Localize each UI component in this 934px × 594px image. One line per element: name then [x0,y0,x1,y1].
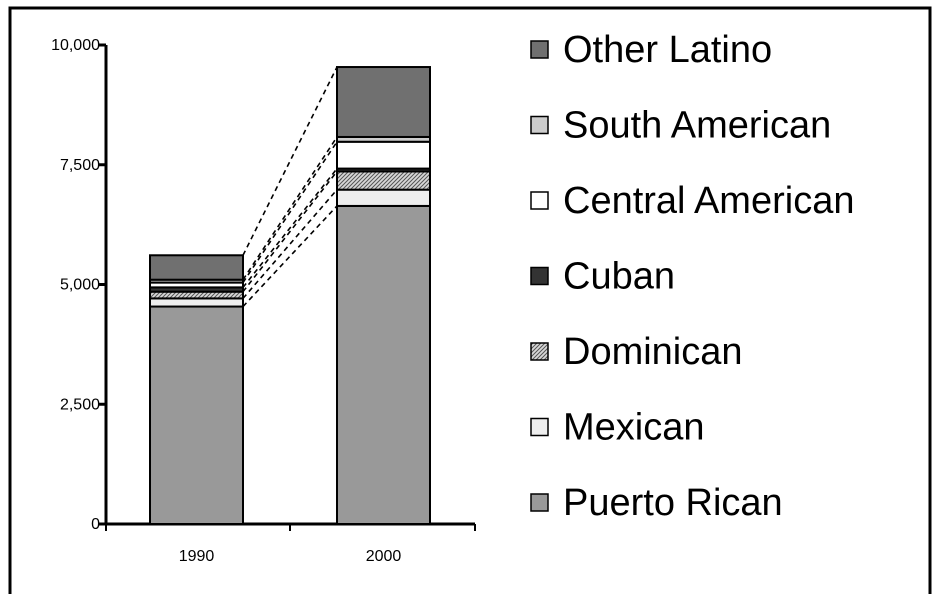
bar-segment-puerto-rican-1990 [149,305,244,525]
series-connectors [242,66,338,308]
legend: Other Latino South American Central Americ… [530,29,854,524]
legend-swatch [530,191,549,210]
y-axis: 0 2,500 5,000 7,500 10,000 [51,37,108,533]
legend-item-cuban: Cuban [530,256,675,298]
connector-line [242,168,338,288]
bar-segment-dominican-2000 [336,170,431,191]
legend-swatch [530,342,549,361]
legend-item-mexican: Mexican [530,407,705,449]
connector-line [242,136,338,281]
bar-segment-dominican-1990 [149,290,244,300]
y-tick-label: 2,500 [60,396,100,413]
bar-segment-other-latino-1990 [149,254,244,281]
legend-item-dominican: Dominican [530,331,743,373]
bars [149,66,431,525]
x-tick-label: 2000 [366,548,402,565]
bar-segment-mexican-1990 [149,297,244,308]
legend-label: Other Latino [563,29,772,71]
legend-swatch [530,40,549,59]
connector-line [242,66,338,256]
y-tick-label: 0 [91,516,100,533]
connector-line [242,141,338,284]
chart-border [8,6,932,594]
legend-label: Cuban [563,256,675,298]
legend-swatch [530,493,549,512]
connector-line [242,205,338,308]
legend-label: Central American [563,180,854,222]
legend-label: Dominican [563,331,743,373]
y-tick-label: 7,500 [60,157,100,174]
bar-segment-other-latino-2000 [336,66,431,138]
legend-swatch [530,417,549,437]
legend-label: Puerto Rican [563,482,783,524]
legend-item-south-american: South American [530,105,831,147]
legend-label: Mexican [563,407,705,449]
legend-label: South American [563,105,831,147]
legend-swatch [530,115,549,135]
legend-swatch [530,266,549,286]
legend-item-puerto-rican: Puerto Rican [530,482,783,524]
bar-segment-puerto-rican-2000 [336,204,431,525]
bar-segment-central-american-2000 [336,140,431,170]
legend-item-central-american: Central American [530,180,854,222]
legend-item-other-latino: Other Latino [530,29,772,71]
y-tick-label: 5,000 [60,277,100,294]
connector-line [242,189,338,299]
x-tick-label: 1990 [179,548,215,565]
y-tick-label: 10,000 [51,37,100,54]
bar-segment-mexican-2000 [336,188,431,207]
connector-line [242,170,338,293]
